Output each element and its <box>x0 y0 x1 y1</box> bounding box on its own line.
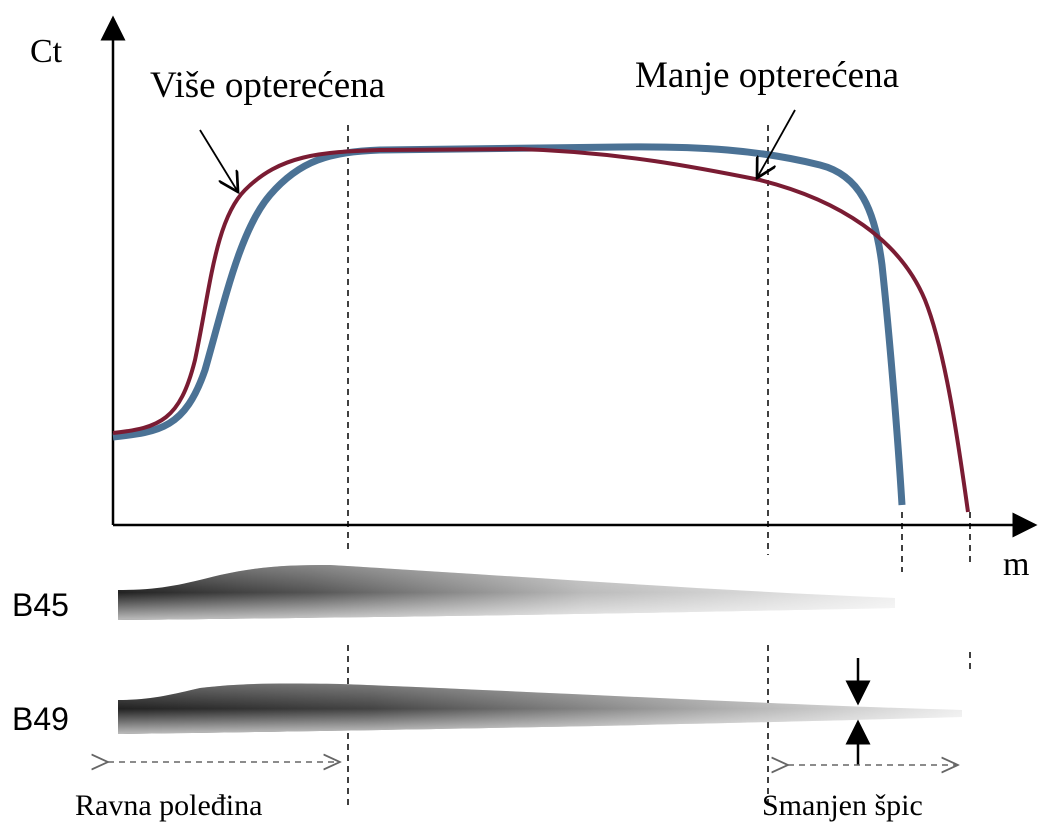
diagram: Ct m Više opterećena Manje opterećena B4… <box>0 0 1048 829</box>
region-label: Smanjen špic <box>762 789 923 822</box>
curve-less-loaded <box>113 147 902 505</box>
curve-label: Manje opterećena <box>635 55 899 96</box>
blade-label: B45 <box>12 587 69 623</box>
pointer <box>200 130 238 192</box>
blade-b49 <box>118 683 962 734</box>
x-axis-label: m <box>1003 546 1029 583</box>
region-arrows <box>108 762 958 765</box>
y-axis-label: Ct <box>30 33 63 70</box>
curve-label: Više opterećena <box>150 65 385 106</box>
pointer <box>757 110 795 178</box>
blade-label: B49 <box>12 701 69 737</box>
region-label: Ravna poleđina <box>75 789 262 822</box>
curve-more-loaded <box>113 149 968 512</box>
blade-b45 <box>118 565 895 620</box>
